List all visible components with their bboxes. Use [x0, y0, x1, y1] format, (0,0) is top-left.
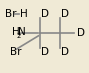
Text: D: D — [77, 28, 85, 38]
Text: D: D — [61, 47, 69, 57]
Text: D: D — [61, 9, 69, 19]
Text: H: H — [20, 9, 28, 19]
Text: N: N — [18, 27, 26, 37]
Text: Br: Br — [5, 9, 16, 19]
Text: 2: 2 — [16, 33, 21, 39]
Text: D: D — [41, 9, 49, 19]
Text: H: H — [12, 27, 19, 37]
Text: Br: Br — [10, 47, 22, 57]
Text: D: D — [41, 47, 49, 57]
